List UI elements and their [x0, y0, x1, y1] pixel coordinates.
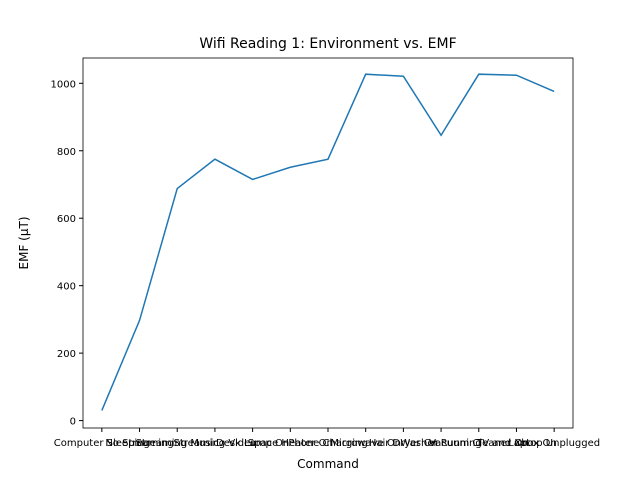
- y-tick-label: 0: [70, 417, 76, 428]
- x-tick-label: Vacuum Cleaner On: [429, 438, 528, 449]
- x-tick-label: Laptop Unplugged: [508, 438, 600, 449]
- y-tick-label: 600: [57, 214, 76, 225]
- x-tick-label: Computer Sleeping: [54, 438, 150, 449]
- x-tick-label: Streaming Music: [136, 438, 219, 449]
- x-tick-label: Space Heater On: [248, 438, 333, 449]
- y-axis-label: EMF (µT): [17, 217, 31, 270]
- x-tick-label: TV and Xbox On: [475, 438, 556, 449]
- y-tick-label: 800: [57, 147, 76, 158]
- x-tick-label: Phone Charging: [288, 438, 367, 449]
- x-tick-label: Washer Running: [400, 438, 481, 449]
- line: [101, 73, 555, 411]
- x-axis-label: Command: [297, 457, 359, 471]
- y-tick-label: 200: [57, 349, 76, 360]
- x-tick-label: No Streaming: [105, 438, 173, 449]
- x-tick-label: Desk Lamp On: [216, 438, 289, 449]
- x-tick-label: Hair Dryer On: [369, 438, 438, 449]
- plot-frame: [82, 57, 574, 429]
- y-tick-label: 1000: [51, 79, 76, 90]
- x-tick-label: Streaming Video: [174, 438, 257, 449]
- x-tick-label: Microwave On: [330, 438, 401, 449]
- chart-title: Wifi Reading 1: Environment vs. EMF: [199, 36, 456, 52]
- y-tick-label: 400: [57, 282, 76, 293]
